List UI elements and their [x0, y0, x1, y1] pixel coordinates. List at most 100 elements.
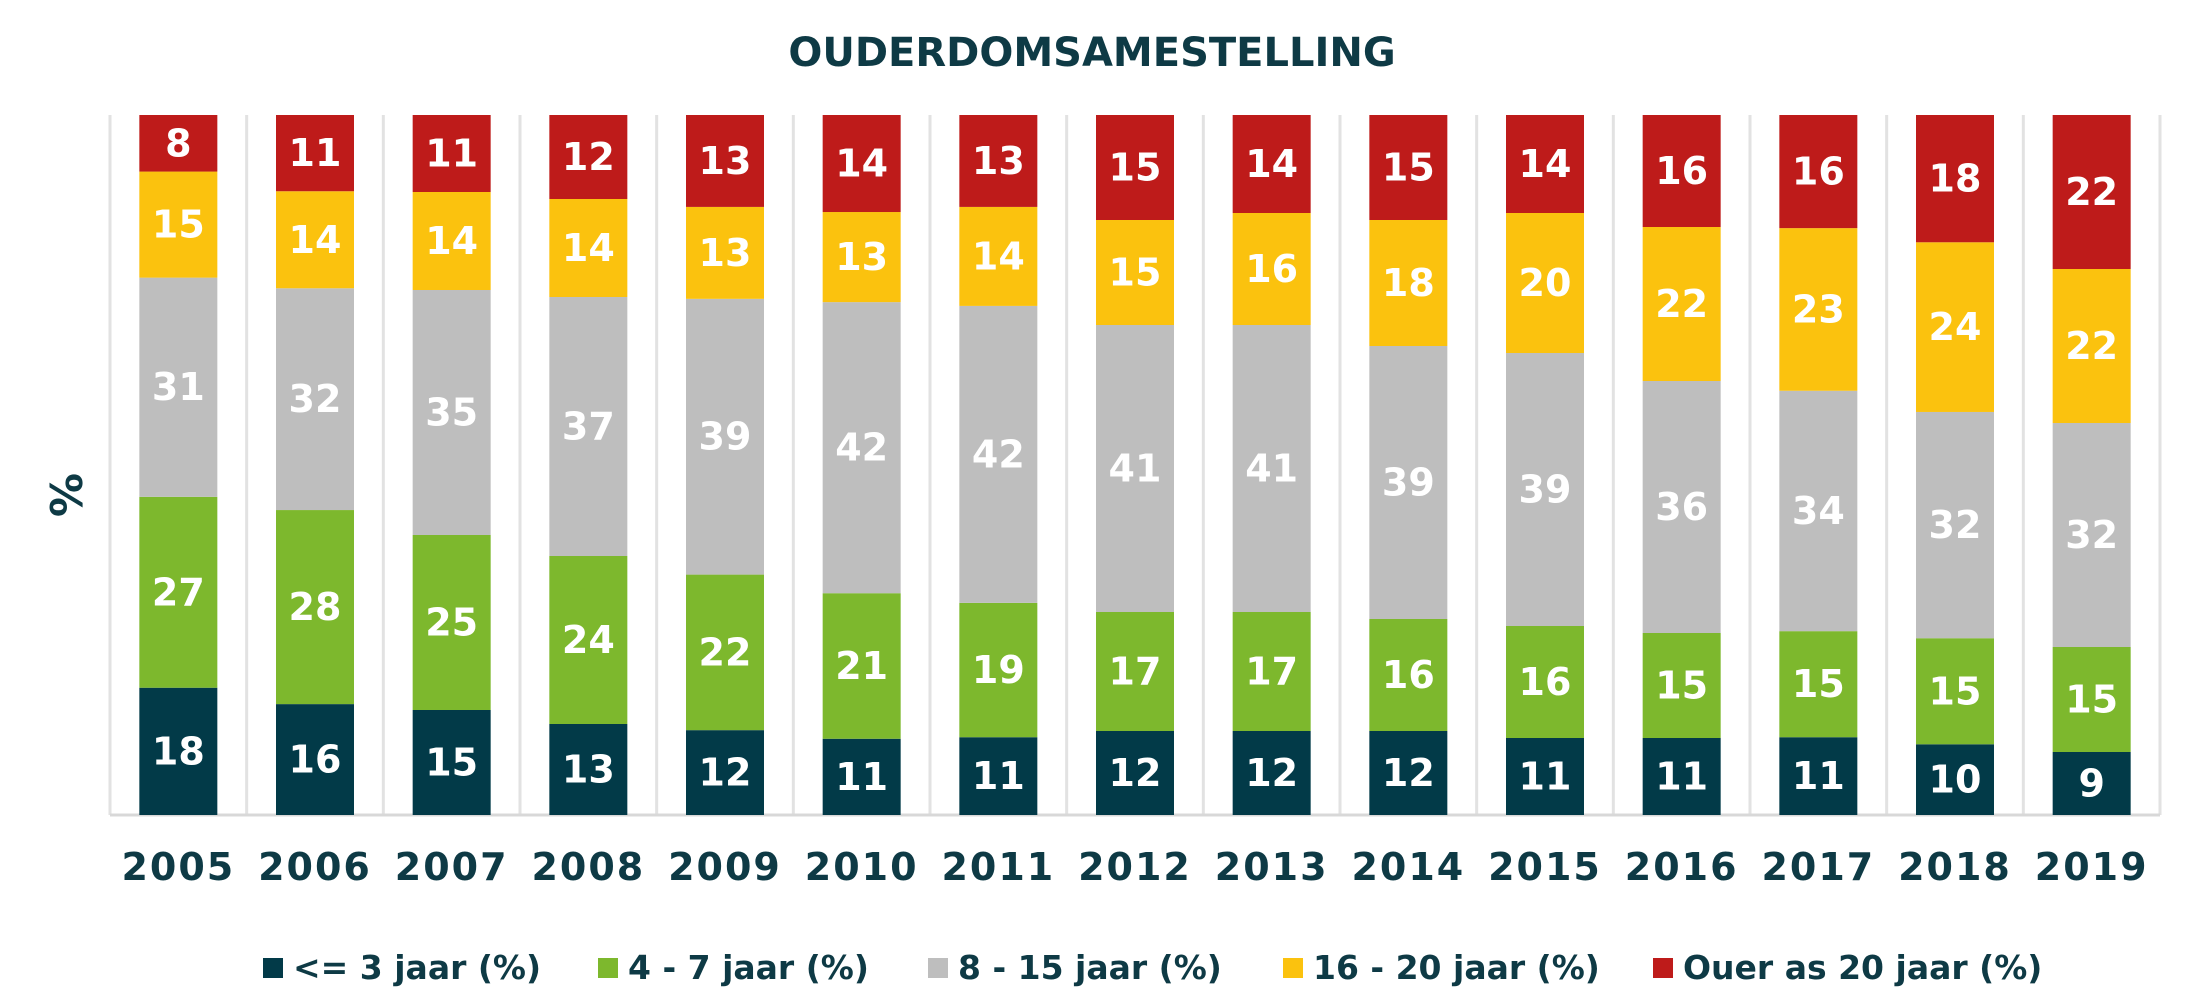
bar-segment [1096, 731, 1174, 815]
data-label: 37 [562, 405, 615, 449]
bar-segment [276, 704, 354, 815]
bar-segment [2052, 423, 2131, 647]
bar-segment [822, 302, 901, 594]
data-label: 25 [425, 601, 478, 645]
legend-item: 4 - 7 jaar (%) [598, 948, 869, 987]
data-label: 22 [699, 630, 752, 674]
bar-segment [2052, 269, 2131, 423]
data-label: 17 [1109, 650, 1162, 694]
bar-segment [549, 556, 628, 724]
bar-segment [822, 738, 901, 815]
bar-segment [549, 724, 628, 815]
data-label: 18 [152, 729, 205, 773]
bar-segment [1916, 638, 1994, 745]
bar-segment [686, 298, 764, 575]
data-label: 16 [1519, 660, 1572, 704]
data-label: 15 [425, 741, 478, 785]
bar-segment [822, 212, 901, 303]
data-label: 15 [1109, 251, 1162, 295]
x-tick-label: 2016 [1625, 845, 1739, 889]
bar-segment [1916, 242, 1994, 412]
bar-segment [1916, 744, 1994, 815]
data-label: 21 [835, 644, 888, 688]
data-label: 39 [1519, 468, 1572, 512]
x-tick-label: 2007 [395, 845, 509, 889]
data-label: 39 [1382, 461, 1435, 505]
bar-segment [1096, 612, 1174, 731]
legend-label: 16 - 20 jaar (%) [1313, 948, 1600, 987]
bar-segment [686, 115, 764, 207]
data-label: 42 [835, 426, 888, 470]
data-label: 13 [835, 235, 888, 279]
x-tick-label: 2017 [1761, 845, 1875, 889]
data-label: 12 [1109, 751, 1162, 795]
bar-segment [959, 305, 1038, 603]
data-label: 9 [2078, 762, 2104, 806]
x-tick-label: 2014 [1351, 845, 1465, 889]
x-tick-label: 2013 [1215, 845, 1329, 889]
data-label: 14 [835, 142, 888, 186]
legend-item: 16 - 20 jaar (%) [1283, 948, 1600, 987]
bar-segment [139, 496, 218, 688]
data-label: 11 [972, 754, 1025, 798]
legend-label: 8 - 15 jaar (%) [958, 948, 1222, 987]
x-tick-label: 2005 [121, 845, 235, 889]
data-label: 11 [1792, 754, 1845, 798]
bar-segment [139, 171, 218, 278]
data-label: 10 [1929, 758, 1982, 802]
data-label: 8 [165, 121, 191, 165]
legend-item: 8 - 15 jaar (%) [928, 948, 1222, 987]
x-tick-label: 2012 [1078, 845, 1192, 889]
bar-segment [1506, 626, 1584, 738]
x-tick-label: 2011 [941, 845, 1055, 889]
legend-swatch [598, 958, 618, 978]
data-label: 15 [2065, 678, 2118, 722]
data-label: 14 [1519, 142, 1572, 186]
bar-segment [1096, 220, 1174, 325]
bar-segment [1369, 346, 1448, 619]
bar-segment [1232, 115, 1311, 213]
bar-segment [1642, 633, 1721, 738]
bar-segment [412, 710, 491, 815]
y-axis-label: % [39, 473, 90, 517]
data-label: 22 [2065, 170, 2118, 214]
bar-segment [1096, 115, 1174, 220]
data-label: 15 [1382, 146, 1435, 190]
bar-segment [1096, 325, 1174, 612]
bar-segment [139, 277, 218, 497]
bar-segment [139, 687, 218, 815]
bar-segment [276, 115, 354, 192]
bar-segment [412, 115, 491, 192]
data-label: 32 [1929, 503, 1982, 547]
data-label: 39 [699, 415, 752, 459]
bar-segment [1779, 737, 1858, 815]
data-label: 13 [562, 748, 615, 792]
bar-segment [822, 593, 901, 739]
data-label: 35 [425, 391, 478, 435]
data-label: 13 [699, 139, 752, 183]
bar-segment [1642, 227, 1721, 381]
data-label: 34 [1792, 489, 1845, 533]
bar-segment [1369, 619, 1448, 731]
bar-segment [1369, 220, 1448, 346]
data-label: 15 [1109, 146, 1162, 190]
data-label: 31 [152, 365, 205, 409]
data-label: 41 [1245, 447, 1298, 491]
bar-segment [959, 737, 1038, 815]
legend-label: <= 3 jaar (%) [293, 948, 541, 987]
data-label: 27 [152, 570, 205, 614]
data-label: 15 [1655, 664, 1708, 708]
data-label: 22 [2065, 324, 2118, 368]
data-label: 13 [972, 139, 1025, 183]
data-label: 11 [1519, 755, 1572, 799]
bar-segment [822, 115, 901, 213]
data-label: 11 [835, 755, 888, 799]
data-label: 11 [289, 131, 342, 175]
bar-segment [1232, 213, 1311, 325]
bar-segment [1779, 228, 1858, 391]
bar-segment [1779, 631, 1858, 738]
bar-segment [959, 115, 1038, 207]
bar-segment [1232, 325, 1311, 612]
data-label: 14 [425, 219, 478, 263]
